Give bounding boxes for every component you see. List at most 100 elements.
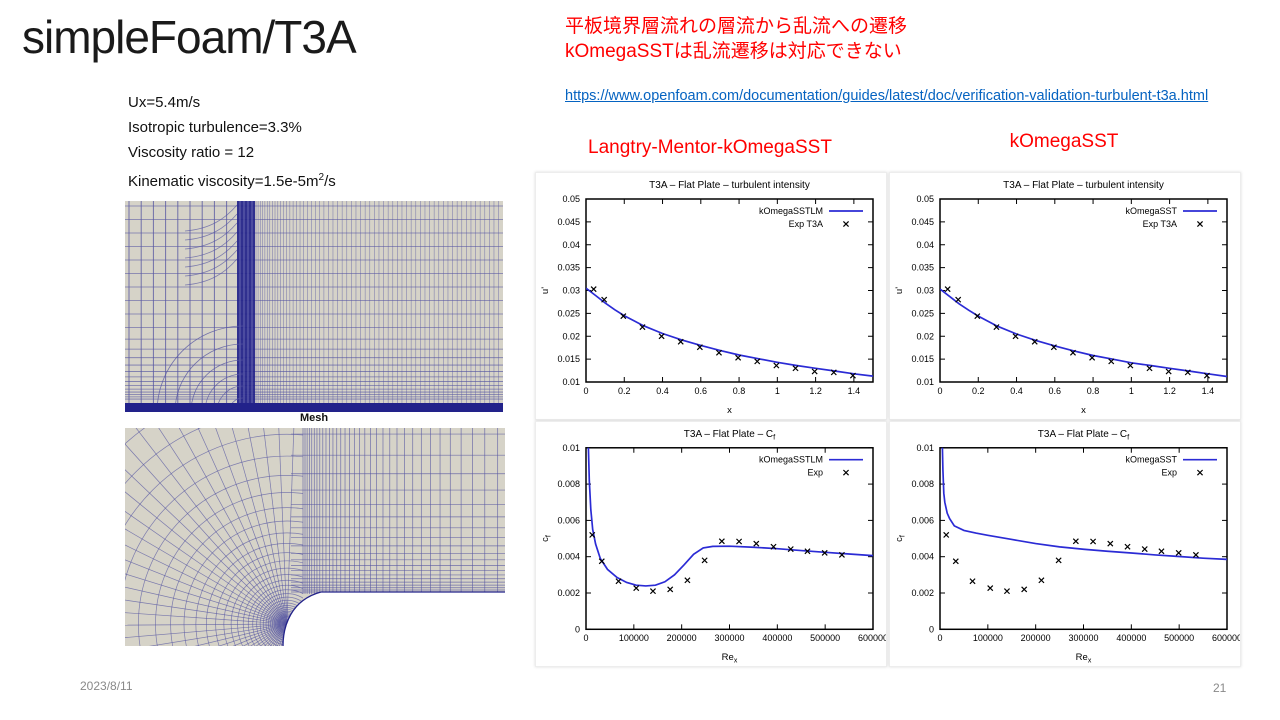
chart-turbulent-intensity-langtry: T3A – Flat Plate – turbulent intensity 0 0… xyxy=(535,172,887,420)
svg-text:0.035: 0.035 xyxy=(911,263,934,273)
svg-text:0.035: 0.035 xyxy=(557,263,580,273)
svg-text:Rex: Rex xyxy=(722,652,738,664)
svg-text:0: 0 xyxy=(937,386,942,396)
svg-text:0.025: 0.025 xyxy=(911,308,934,318)
column-header-langtry-mentor-komegasst: Langtry-Mentor-kOmegaSST xyxy=(588,137,832,158)
simulation-params: Ux=5.4m/s Isotropic turbulence=3.3% Visc… xyxy=(128,90,336,194)
svg-text:0.004: 0.004 xyxy=(558,552,581,562)
svg-text:500000: 500000 xyxy=(810,633,840,643)
chart-cf-komegasst: T3A – Flat Plate – Cf 0 100000 200000 300000… xyxy=(889,421,1241,667)
svg-text:400000: 400000 xyxy=(1116,633,1146,643)
svg-text:0.6: 0.6 xyxy=(695,386,708,396)
param-line: Kinematic viscosity=1.5e-5m2/s xyxy=(128,165,336,194)
svg-text:300000: 300000 xyxy=(1068,633,1098,643)
svg-text:0.015: 0.015 xyxy=(911,354,934,364)
param-superscript: 2 xyxy=(318,172,325,183)
svg-text:0.8: 0.8 xyxy=(733,386,746,396)
svg-text:0: 0 xyxy=(575,624,580,634)
svg-text:T3A – Flat Plate – Cf: T3A – Flat Plate – Cf xyxy=(1038,429,1130,441)
svg-text:0: 0 xyxy=(583,633,588,643)
svg-text:0.01: 0.01 xyxy=(916,443,934,453)
svg-text:0.4: 0.4 xyxy=(1010,386,1023,396)
svg-text:0.2: 0.2 xyxy=(972,386,985,396)
svg-text:0.008: 0.008 xyxy=(558,479,581,489)
svg-text:100000: 100000 xyxy=(973,633,1003,643)
svg-text:0: 0 xyxy=(929,624,934,634)
svg-text:0.05: 0.05 xyxy=(562,194,580,204)
svg-text:0.006: 0.006 xyxy=(558,515,581,525)
svg-text:Exp: Exp xyxy=(807,468,823,478)
slide-page-number: 21 xyxy=(1213,681,1227,695)
svg-text:0.8: 0.8 xyxy=(1087,386,1100,396)
svg-text:0.4: 0.4 xyxy=(656,386,669,396)
param-text: /s xyxy=(324,173,336,190)
svg-text:0.045: 0.045 xyxy=(557,217,580,227)
note-line-1: 平板境界層流れの層流から乱流への遷移 xyxy=(565,16,908,37)
param-line: Isotropic turbulence=3.3% xyxy=(128,119,302,136)
mesh-image-overview xyxy=(125,201,503,412)
svg-text:u': u' xyxy=(540,287,551,294)
svg-text:0.01: 0.01 xyxy=(562,443,580,453)
svg-text:0.01: 0.01 xyxy=(916,377,934,387)
svg-text:kOmegaSSTLM: kOmegaSSTLM xyxy=(759,206,823,216)
svg-text:0.015: 0.015 xyxy=(557,354,580,364)
svg-text:Exp T3A: Exp T3A xyxy=(1143,219,1177,229)
chart-cf-langtry: T3A – Flat Plate – Cf 0 100000 200000 300000… xyxy=(535,421,887,667)
svg-text:u': u' xyxy=(894,287,905,294)
svg-text:T3A – Flat Plate – turbulent i: T3A – Flat Plate – turbulent intensity xyxy=(1003,180,1164,191)
svg-text:0.2: 0.2 xyxy=(618,386,631,396)
column-header-komegasst: kOmegaSST xyxy=(1009,131,1119,152)
svg-text:T3A – Flat Plate – turbulent i: T3A – Flat Plate – turbulent intensity xyxy=(649,180,810,191)
svg-text:cf: cf xyxy=(540,535,553,542)
mesh-caption: Mesh xyxy=(299,412,329,424)
svg-text:1: 1 xyxy=(775,386,780,396)
reference-link[interactable]: https://www.openfoam.com/documentation/g… xyxy=(565,88,1209,104)
svg-text:0: 0 xyxy=(583,386,588,396)
svg-text:0.025: 0.025 xyxy=(557,308,580,318)
svg-text:0.002: 0.002 xyxy=(912,588,935,598)
svg-text:100000: 100000 xyxy=(619,633,649,643)
note-line-2: kOmegaSSTは乱流遷移は対応できない xyxy=(565,41,902,62)
svg-text:kOmegaSST: kOmegaSST xyxy=(1126,455,1178,465)
svg-text:1.2: 1.2 xyxy=(809,386,822,396)
svg-text:0.6: 0.6 xyxy=(1049,386,1062,396)
svg-text:0.05: 0.05 xyxy=(916,194,934,204)
svg-text:500000: 500000 xyxy=(1164,633,1194,643)
svg-text:x: x xyxy=(727,405,732,416)
svg-text:x: x xyxy=(1081,405,1086,416)
svg-text:0.04: 0.04 xyxy=(916,240,934,250)
svg-text:200000: 200000 xyxy=(667,633,697,643)
svg-text:600000: 600000 xyxy=(858,633,886,643)
svg-text:0.02: 0.02 xyxy=(562,331,580,341)
chart-turbulent-intensity-komegasst: T3A – Flat Plate – turbulent intensity 0 0… xyxy=(889,172,1241,420)
svg-text:Rex: Rex xyxy=(1076,652,1092,664)
svg-text:200000: 200000 xyxy=(1021,633,1051,643)
page-title: simpleFoam/T3A xyxy=(22,11,357,63)
svg-text:Exp: Exp xyxy=(1161,468,1177,478)
svg-text:1: 1 xyxy=(1129,386,1134,396)
svg-text:kOmegaSST: kOmegaSST xyxy=(1125,206,1177,216)
slide-date: 2023/8/11 xyxy=(80,679,133,693)
svg-text:0.03: 0.03 xyxy=(916,286,934,296)
svg-text:0.006: 0.006 xyxy=(912,515,935,525)
svg-text:1.4: 1.4 xyxy=(848,386,861,396)
mesh-image-leading-edge xyxy=(125,428,505,646)
svg-text:kOmegaSSTLM: kOmegaSSTLM xyxy=(759,455,823,465)
svg-text:0.02: 0.02 xyxy=(916,331,934,341)
svg-text:0.004: 0.004 xyxy=(912,552,935,562)
svg-text:0: 0 xyxy=(937,633,942,643)
svg-text:T3A – Flat Plate – Cf: T3A – Flat Plate – Cf xyxy=(684,429,776,441)
svg-text:0.008: 0.008 xyxy=(912,479,935,489)
svg-text:0.045: 0.045 xyxy=(911,217,934,227)
svg-text:300000: 300000 xyxy=(714,633,744,643)
param-line: Viscosity ratio = 12 xyxy=(128,144,255,161)
svg-text:Exp T3A: Exp T3A xyxy=(789,219,823,229)
svg-text:1.2: 1.2 xyxy=(1163,386,1176,396)
svg-text:0.04: 0.04 xyxy=(562,240,580,250)
mesh-overview-graphic xyxy=(125,201,503,412)
param-text: Kinematic viscosity=1.5e-5m xyxy=(128,173,319,190)
heading-note: 平板境界層流れの層流から乱流への遷移 kOmegaSSTは乱流遷移は対応できない xyxy=(565,14,907,64)
svg-text:cf: cf xyxy=(894,535,907,542)
svg-text:1.4: 1.4 xyxy=(1202,386,1215,396)
svg-text:0.002: 0.002 xyxy=(558,588,581,598)
